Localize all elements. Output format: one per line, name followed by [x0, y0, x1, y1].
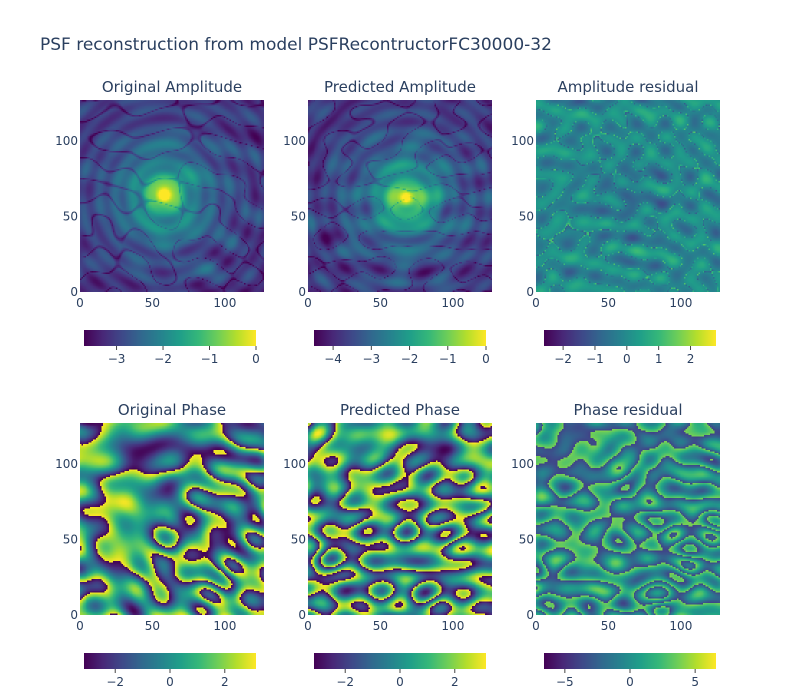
colorbar-tick-label: −3	[362, 352, 380, 366]
figure-title: PSF reconstruction from model PSFRecontr…	[40, 35, 552, 55]
colorbar-tick-label: 2	[451, 675, 459, 689]
y-tick-label: 100	[283, 134, 306, 148]
x-tick-label: 100	[213, 296, 236, 310]
colorbar-tick-label: −2	[154, 352, 172, 366]
x-tick-label: 0	[304, 619, 312, 633]
colorbar-tick-label: −1	[201, 352, 219, 366]
colorbar	[84, 330, 256, 346]
subplot-title: Phase residual	[574, 401, 683, 419]
y-tick-label: 0	[298, 285, 306, 299]
x-tick-label: 50	[373, 296, 388, 310]
colorbar-tick-label: −2	[336, 675, 354, 689]
colorbar-tick-label: 0	[166, 675, 174, 689]
x-tick-label: 0	[304, 296, 312, 310]
heatmap-image	[308, 100, 492, 292]
heatmap-image	[80, 423, 264, 615]
x-tick-label: 0	[76, 296, 84, 310]
colorbar-tick-label: −2	[554, 352, 572, 366]
x-tick-label: 0	[532, 619, 540, 633]
x-tick-label: 50	[601, 296, 616, 310]
y-tick-label: 0	[526, 285, 534, 299]
colorbar-tick-label: 0	[626, 675, 634, 689]
x-tick-label: 50	[145, 619, 160, 633]
colorbar-tick-label: 5	[691, 675, 699, 689]
x-tick-label: 0	[532, 296, 540, 310]
colorbar-tick-label: −1	[439, 352, 457, 366]
colorbar-tick-label: 1	[655, 352, 663, 366]
x-tick-label: 50	[601, 619, 616, 633]
colorbar	[314, 330, 486, 346]
x-tick-label: 0	[76, 619, 84, 633]
colorbar-tick-label: −5	[556, 675, 574, 689]
subplot-5: Predicted Phase 0 50 100 0 50 100 −2 0 2	[283, 401, 492, 689]
y-tick-label: 100	[55, 134, 78, 148]
y-tick-label: 0	[526, 608, 534, 622]
heatmap-image	[536, 423, 720, 615]
colorbar-tick-label: −2	[106, 675, 124, 689]
heatmap-image	[308, 423, 492, 615]
y-tick-label: 50	[63, 209, 78, 223]
x-tick-label: 100	[669, 296, 692, 310]
y-tick-label: 100	[283, 457, 306, 471]
subplot-6: Phase residual 0 50 100 0 50 100 −5 0 5	[511, 401, 720, 689]
x-tick-label: 100	[213, 619, 236, 633]
colorbar-tick-label: −4	[324, 352, 342, 366]
colorbar-tick-label: 0	[623, 352, 631, 366]
colorbar-tick-label: 2	[221, 675, 229, 689]
colorbar-tick-label: 0	[252, 352, 260, 366]
subplot-4: Original Phase 0 50 100 0 50 100 −2 0 2	[55, 401, 264, 689]
y-tick-label: 50	[519, 209, 534, 223]
colorbar-tick-label: −3	[108, 352, 126, 366]
x-tick-label: 50	[145, 296, 160, 310]
x-tick-label: 100	[669, 619, 692, 633]
y-tick-label: 0	[298, 608, 306, 622]
colorbar-tick-label: 0	[482, 352, 490, 366]
subplot-title: Predicted Phase	[340, 401, 460, 419]
colorbar	[84, 653, 256, 669]
y-tick-label: 100	[511, 134, 534, 148]
x-tick-label: 50	[373, 619, 388, 633]
colorbar-tick-label: 0	[396, 675, 404, 689]
subplot-1: Original Amplitude 0 50 100 0 50 100 −3 −2 −1 0	[55, 78, 264, 366]
subplot-title: Predicted Amplitude	[324, 78, 476, 96]
y-tick-label: 0	[70, 285, 78, 299]
subplot-title: Amplitude residual	[557, 78, 698, 96]
colorbar-tick-label: 2	[687, 352, 695, 366]
colorbar	[544, 330, 716, 346]
colorbar	[544, 653, 716, 669]
y-tick-label: 50	[291, 532, 306, 546]
y-tick-label: 50	[291, 209, 306, 223]
subplot-title: Original Amplitude	[102, 78, 242, 96]
x-tick-label: 100	[441, 296, 464, 310]
x-tick-label: 100	[441, 619, 464, 633]
y-tick-label: 0	[70, 608, 78, 622]
colorbar-tick-label: −2	[401, 352, 419, 366]
y-tick-label: 100	[511, 457, 534, 471]
y-tick-label: 50	[63, 532, 78, 546]
y-tick-label: 100	[55, 457, 78, 471]
subplot-3: Amplitude residual 0 50 100 0 50 100 −2 −1 0 1 2	[511, 78, 720, 366]
subplot-title: Original Phase	[118, 401, 226, 419]
colorbar-tick-label: −1	[586, 352, 604, 366]
heatmap-image	[80, 100, 264, 292]
subplot-2: Predicted Amplitude 0 50 100 0 50 100 −4 −3 −2 −1 0	[283, 78, 492, 366]
colorbar	[314, 653, 486, 669]
heatmap-image	[536, 100, 720, 292]
y-tick-label: 50	[519, 532, 534, 546]
